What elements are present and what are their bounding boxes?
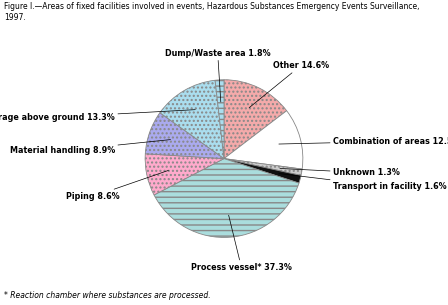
Wedge shape bbox=[145, 154, 224, 195]
Text: Process vessel* 37.3%: Process vessel* 37.3% bbox=[191, 215, 292, 272]
Wedge shape bbox=[160, 80, 224, 159]
Text: Storage above ground 13.3%: Storage above ground 13.3% bbox=[0, 110, 195, 122]
Wedge shape bbox=[224, 159, 302, 175]
Text: Piping 8.6%: Piping 8.6% bbox=[66, 170, 168, 201]
Text: Material handling 8.9%: Material handling 8.9% bbox=[10, 140, 171, 155]
Text: Dump/Waste area 1.8%: Dump/Waste area 1.8% bbox=[165, 49, 271, 102]
Text: * Reaction chamber where substances are processed.: * Reaction chamber where substances are … bbox=[4, 291, 211, 300]
Text: Transport in facility 1.6%: Transport in facility 1.6% bbox=[279, 174, 447, 192]
Text: Combination of areas 12.5%: Combination of areas 12.5% bbox=[279, 137, 448, 146]
Wedge shape bbox=[215, 80, 224, 159]
Wedge shape bbox=[224, 80, 287, 159]
Text: Figure I.—Areas of fixed facilities involved in events, Hazardous Substances Eme: Figure I.—Areas of fixed facilities invo… bbox=[4, 2, 420, 22]
Wedge shape bbox=[145, 113, 224, 159]
Text: Unknown 1.3%: Unknown 1.3% bbox=[280, 168, 400, 177]
Text: Other 14.6%: Other 14.6% bbox=[249, 61, 329, 108]
Wedge shape bbox=[224, 111, 303, 169]
Wedge shape bbox=[224, 159, 301, 183]
Wedge shape bbox=[154, 159, 299, 238]
